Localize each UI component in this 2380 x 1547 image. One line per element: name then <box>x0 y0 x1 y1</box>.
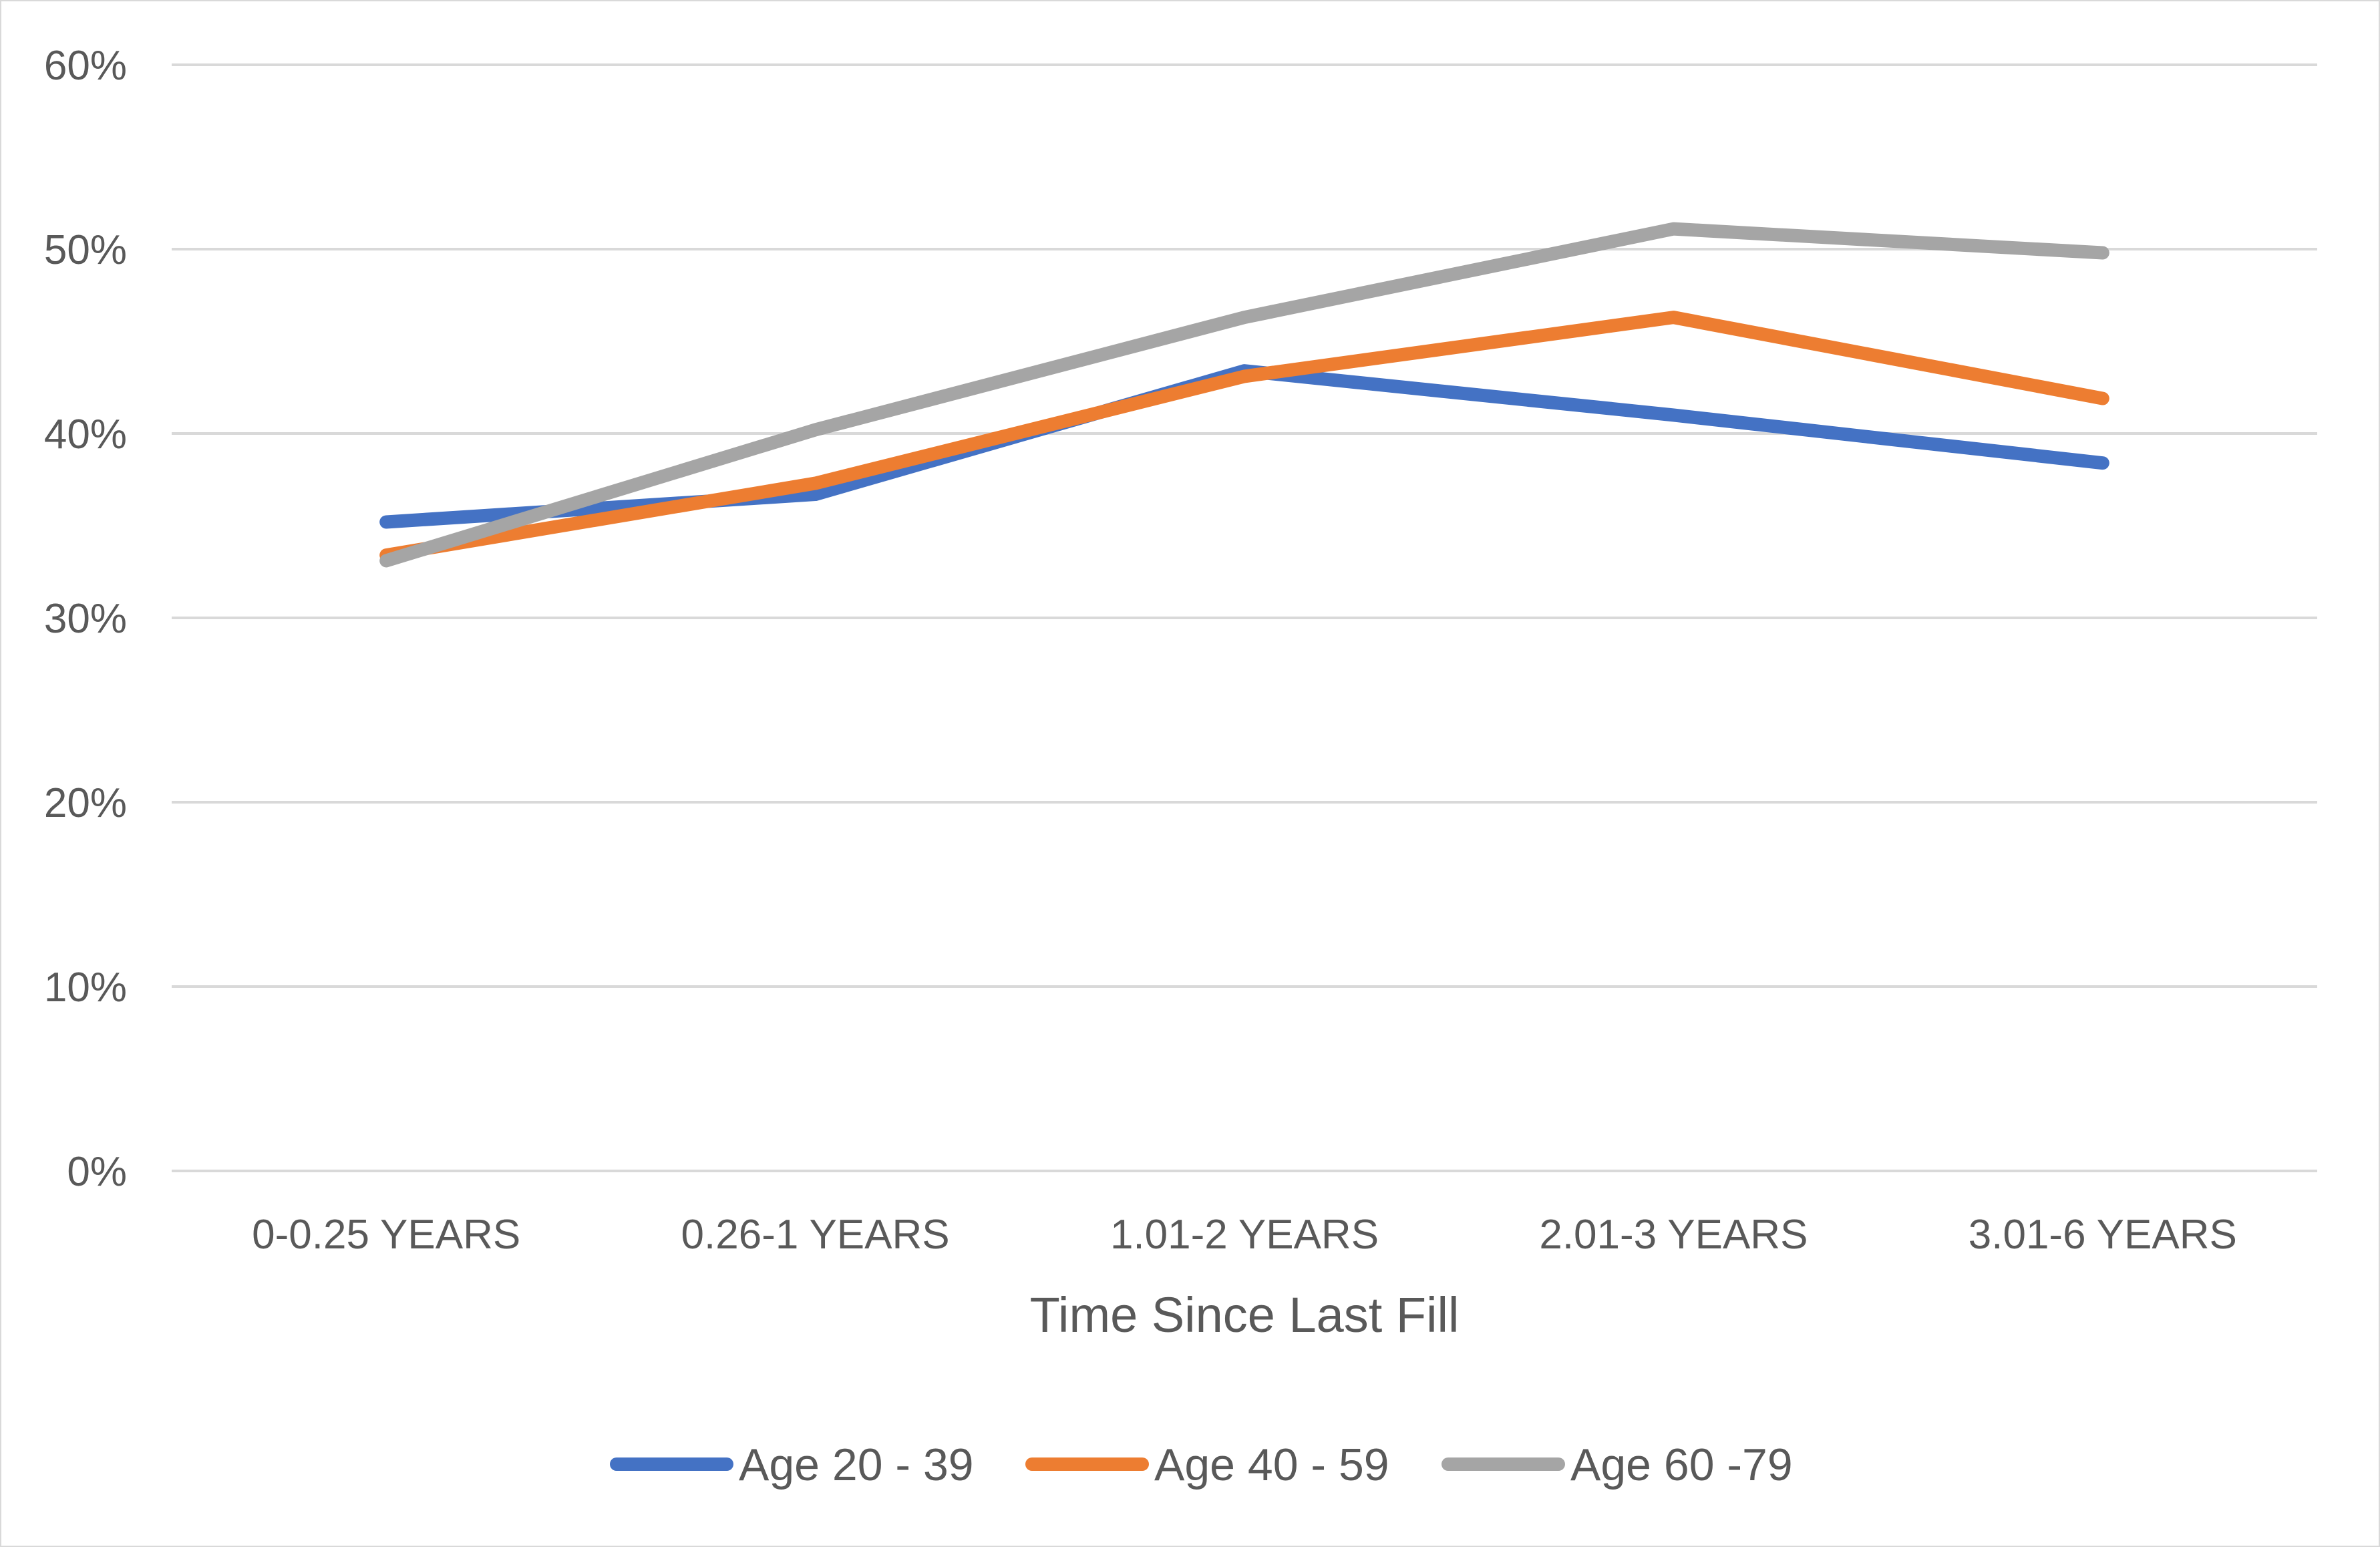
y-tick-label: 10% <box>44 965 127 1011</box>
series-line <box>379 364 2109 529</box>
legend-label: Age 40 - 59 <box>1154 1439 1389 1490</box>
legend-label: Age 60 -79 <box>1570 1439 1793 1490</box>
x-tick-label: 0-0.25 YEARS <box>252 1212 520 1258</box>
y-axis-tick-labels: 0% 10% 20% 30% 40% 50% 60% <box>44 43 127 1195</box>
series-line <box>379 222 2109 568</box>
y-tick-label: 20% <box>44 780 127 826</box>
x-tick-label: 3.01-6 YEARS <box>1969 1212 2237 1258</box>
y-tick-label: 30% <box>44 596 127 642</box>
x-tick-label: 0.26-1 YEARS <box>681 1212 950 1258</box>
y-tick-label: 60% <box>44 43 127 89</box>
legend: Age 20 - 39 Age 40 - 59 Age 60 -79 <box>610 1439 1793 1490</box>
series-lines <box>379 222 2109 568</box>
x-tick-label: 2.01-3 YEARS <box>1539 1212 1808 1258</box>
y-tick-label: 40% <box>44 411 127 458</box>
x-axis-tick-labels: 0-0.25 YEARS 0.26-1 YEARS 1.01-2 YEARS 2.01… <box>252 1212 2237 1258</box>
y-tick-label: 50% <box>44 227 127 273</box>
y-tick-label: 0% <box>67 1149 127 1195</box>
gridlines <box>172 63 2317 1172</box>
series-line <box>379 311 2109 562</box>
x-tick-label: 1.01-2 YEARS <box>1110 1212 1379 1258</box>
x-axis-title: Time Since Last Fill <box>1030 1287 1460 1343</box>
legend-label: Age 20 - 39 <box>739 1439 974 1490</box>
